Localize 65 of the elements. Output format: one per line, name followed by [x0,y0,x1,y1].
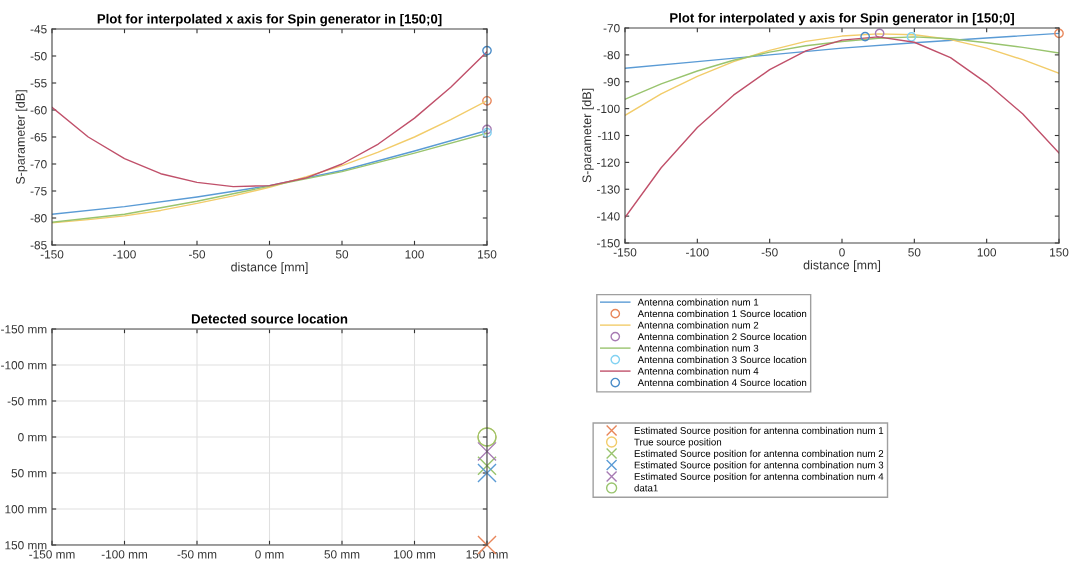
y-tick-label: -70 [30,160,47,169]
y-tick-label: -140 [597,212,620,221]
x-tick-label: 0 [839,248,845,257]
y-tick-label: -150 mm [1,325,47,334]
y-tick-label: 0 mm [18,433,47,442]
y-tick-label: -60 [30,106,47,115]
x-tick-label: -100 mm [101,550,148,559]
legend-label: data1 [634,484,658,492]
x-tick-label: 0 mm [255,550,284,559]
x-tick-label: -150 [613,248,637,257]
y-axis-title: S-parameter [dB] [15,90,28,185]
x-axis-title: distance [mm] [231,262,308,274]
y-tick-label: -90 [603,77,620,87]
x-tick-label: -50 mm [177,550,217,559]
y-tick-label: 50 mm [11,469,47,478]
y-tick-label: -130 [597,185,620,194]
y-tick-label: -65 [30,133,47,142]
y-tick-label: -45 [30,25,47,34]
legend-label: Estimated Source position for antenna combination num 3 [634,461,884,471]
y-tick-label: -120 [597,158,620,167]
x-tick-label: 50 [335,250,349,259]
y-tick-label: -75 [30,187,47,196]
x-tick-label: -50 [188,250,206,259]
legend-label: Estimated Source position for antenna combination num 4 [634,472,884,482]
x-tick-label: 50 [908,248,921,257]
chart-title: Plot for interpolated y axis for Spin generator in [150;0] [670,12,1014,26]
y-tick-label: -55 [30,79,47,88]
y-tick-label: -150 [597,239,620,248]
x-axis-title: distance [mm] [803,260,881,272]
y-tick-label: -100 [597,104,620,114]
y-axis-title: S-parameter [dB] [582,88,594,183]
y-tick-label: -80 [30,214,47,223]
chart-title: Plot for interpolated x axis for Spin generator in [150;0] [97,13,442,27]
legend-label: Antenna combination num 2 [637,321,759,329]
y-tick-label: -100 mm [1,361,47,370]
y-tick-label: 100 mm [5,505,47,514]
x-tick-label: 50 mm [324,550,360,559]
legend-label: Antenna combination 2 Source location [637,332,807,341]
legend-label: Antenna combination num 1 [637,298,759,306]
legend-label: Estimated Source position for antenna combination num 1 [634,426,884,436]
x-tick-label: -50 [761,248,778,257]
y-tick-label: -80 [603,50,620,60]
y-tick-label: -50 [30,52,47,61]
legend-label: True source position [634,438,722,448]
legend-label: Antenna combination num 4 [637,367,759,375]
y-tick-label: -50 mm [7,397,47,406]
x-tick-label: 0 [266,250,273,259]
chart-title: Detected source location [191,313,348,324]
x-tick-label: 100 [405,250,424,259]
x-tick-label: -100 [686,248,709,257]
y-tick-label: -110 [597,131,620,140]
x-tick-label: -150 [40,250,64,259]
legend-label: Antenna combination 1 Source location [637,309,807,318]
y-tick-label: -70 [603,24,620,33]
y-tick-label: 150 mm [5,541,47,550]
legend-label: Estimated Source position for antenna combination num 2 [634,449,884,459]
legend-label: Antenna combination 3 Source location [637,355,807,364]
x-tick-label: 150 [478,250,497,259]
legend-label: Antenna combination 4 Source location [637,378,807,387]
x-tick-label: 100 [977,248,997,257]
y-tick-label: -85 [30,241,47,250]
x-tick-label: 100 mm [394,550,436,559]
legend-label: Antenna combination num 3 [637,344,759,352]
x-tick-label: 150 [1050,248,1069,257]
x-tick-label: -100 [113,250,136,259]
